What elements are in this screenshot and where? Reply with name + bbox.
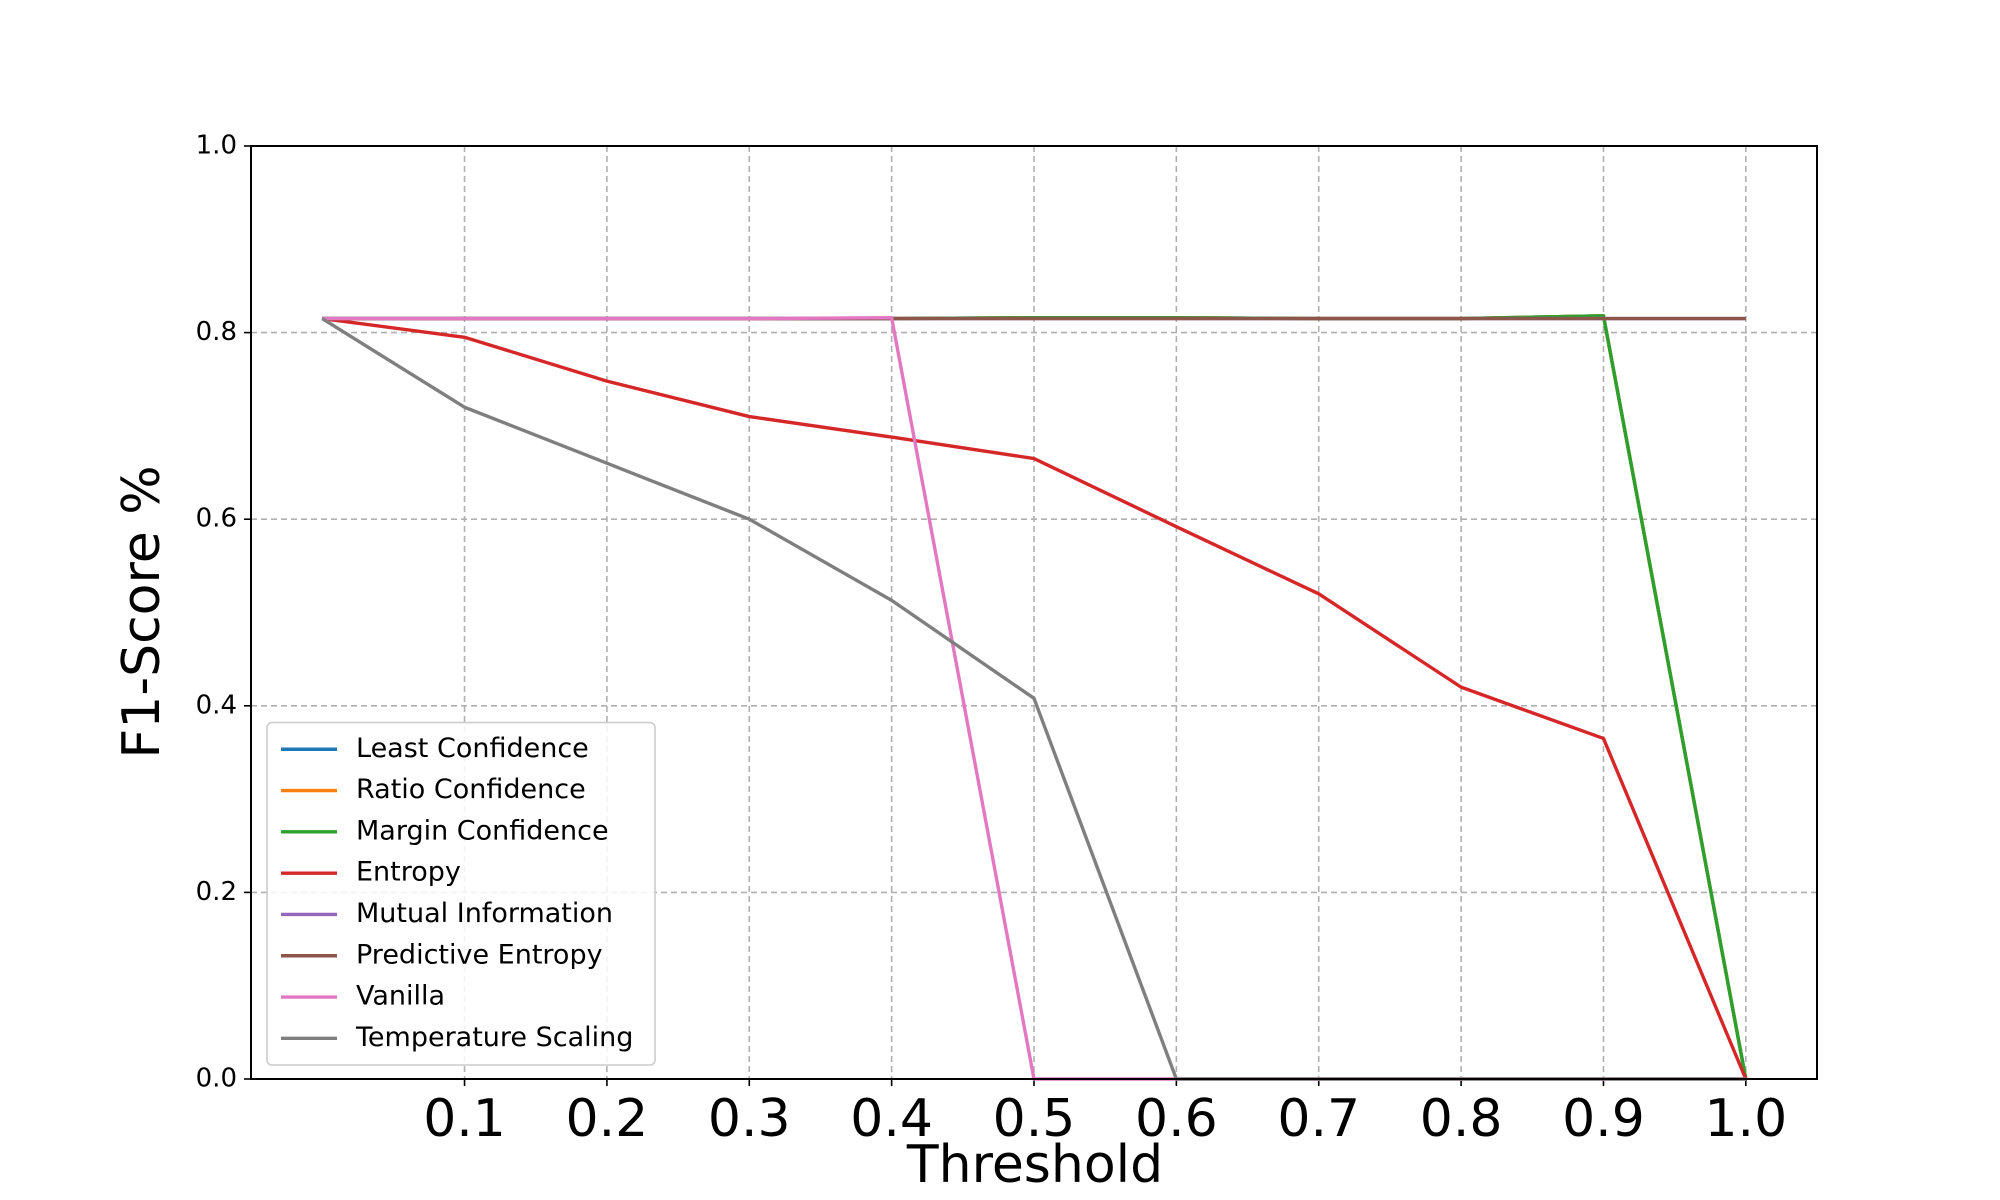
x-tick-label: 0.4 xyxy=(850,1089,933,1149)
x-tick-label: 0.5 xyxy=(993,1089,1076,1149)
y-tick-label: 0.8 xyxy=(196,317,237,347)
legend-label: Temperature Scaling xyxy=(355,1022,633,1053)
series-line xyxy=(321,316,1748,1080)
x-tick-label: 0.2 xyxy=(566,1089,649,1149)
x-tick-label: 0.1 xyxy=(423,1089,506,1149)
y-tick-label: 1.0 xyxy=(196,131,237,161)
x-axis-label: Threshold xyxy=(906,1135,1163,1195)
x-tick-label: 0.7 xyxy=(1277,1089,1360,1149)
x-tick-label: 0.3 xyxy=(708,1089,791,1149)
plot-frame xyxy=(250,145,1818,1080)
y-tick-label: 0.6 xyxy=(196,504,237,534)
legend-box xyxy=(266,721,656,1066)
y-tick-label: 0.2 xyxy=(196,877,237,907)
x-tick-label: 0.9 xyxy=(1562,1089,1645,1149)
y-axis-label: F1-Score % xyxy=(112,465,172,758)
x-tick-label: 0.8 xyxy=(1420,1089,1503,1149)
y-tick-label: 0.4 xyxy=(196,690,237,720)
legend-label: Mutual Information xyxy=(356,898,613,929)
legend-label: Vanilla xyxy=(356,981,445,1012)
legend-label: Margin Confidence xyxy=(356,815,609,846)
x-tick-label: 0.6 xyxy=(1135,1089,1218,1149)
legend-label: Predictive Entropy xyxy=(356,939,603,970)
legend-label: Least Confidence xyxy=(356,733,589,764)
legend-label: Ratio Confidence xyxy=(356,774,586,805)
x-tick-label: 1.0 xyxy=(1704,1089,1787,1149)
y-tick-label: 0.0 xyxy=(196,1064,237,1094)
legend-label: Entropy xyxy=(356,857,461,888)
